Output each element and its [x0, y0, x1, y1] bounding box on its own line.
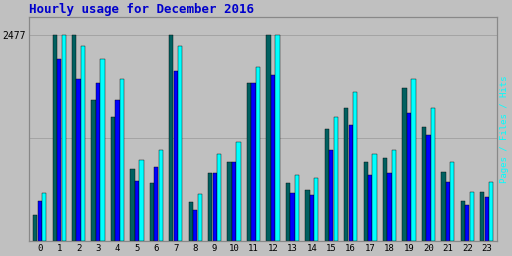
Bar: [188, 201, 193, 241]
Bar: [275, 36, 280, 241]
Bar: [169, 36, 174, 241]
Bar: [325, 129, 329, 241]
Bar: [271, 75, 275, 241]
Bar: [266, 36, 271, 241]
Bar: [178, 46, 182, 241]
Bar: [310, 195, 314, 241]
Bar: [111, 117, 115, 241]
Bar: [251, 83, 255, 241]
Bar: [232, 163, 236, 241]
Bar: [96, 83, 100, 241]
Bar: [485, 197, 489, 241]
Bar: [407, 113, 411, 241]
Bar: [154, 167, 159, 241]
Bar: [33, 215, 37, 241]
Bar: [305, 190, 310, 241]
Bar: [193, 210, 197, 241]
Bar: [227, 163, 232, 241]
Bar: [217, 154, 221, 241]
Bar: [290, 193, 294, 241]
Bar: [364, 163, 368, 241]
Bar: [489, 182, 494, 241]
Bar: [208, 173, 212, 241]
Bar: [72, 36, 76, 241]
Bar: [120, 79, 124, 241]
Bar: [368, 175, 372, 241]
Bar: [247, 83, 251, 241]
Bar: [150, 183, 154, 241]
Bar: [174, 71, 178, 241]
Bar: [37, 201, 42, 241]
Bar: [470, 191, 474, 241]
Bar: [465, 205, 470, 241]
Bar: [100, 59, 104, 241]
Bar: [329, 150, 333, 241]
Y-axis label: Pages / Files / Hits: Pages / Files / Hits: [500, 76, 509, 183]
Bar: [334, 117, 338, 241]
Bar: [256, 67, 260, 241]
Bar: [115, 100, 120, 241]
Bar: [450, 163, 455, 241]
Bar: [61, 36, 66, 241]
Bar: [372, 154, 377, 241]
Bar: [139, 160, 143, 241]
Bar: [383, 158, 387, 241]
Bar: [446, 182, 450, 241]
Bar: [53, 36, 57, 241]
Bar: [344, 108, 348, 241]
Bar: [392, 150, 396, 241]
Bar: [76, 79, 81, 241]
Bar: [286, 183, 290, 241]
Bar: [353, 92, 357, 241]
Bar: [388, 173, 392, 241]
Bar: [480, 193, 484, 241]
Bar: [198, 194, 202, 241]
Bar: [237, 142, 241, 241]
Bar: [349, 125, 353, 241]
Bar: [402, 88, 407, 241]
Bar: [135, 181, 139, 241]
Bar: [426, 135, 431, 241]
Bar: [431, 108, 435, 241]
Bar: [81, 46, 85, 241]
Bar: [411, 79, 416, 241]
Bar: [461, 201, 465, 241]
Bar: [441, 173, 445, 241]
Text: Hourly usage for December 2016: Hourly usage for December 2016: [29, 3, 254, 16]
Bar: [212, 173, 217, 241]
Bar: [131, 169, 135, 241]
Bar: [42, 193, 47, 241]
Bar: [92, 100, 96, 241]
Bar: [295, 175, 299, 241]
Bar: [57, 59, 61, 241]
Bar: [314, 178, 318, 241]
Bar: [159, 150, 163, 241]
Bar: [422, 127, 426, 241]
